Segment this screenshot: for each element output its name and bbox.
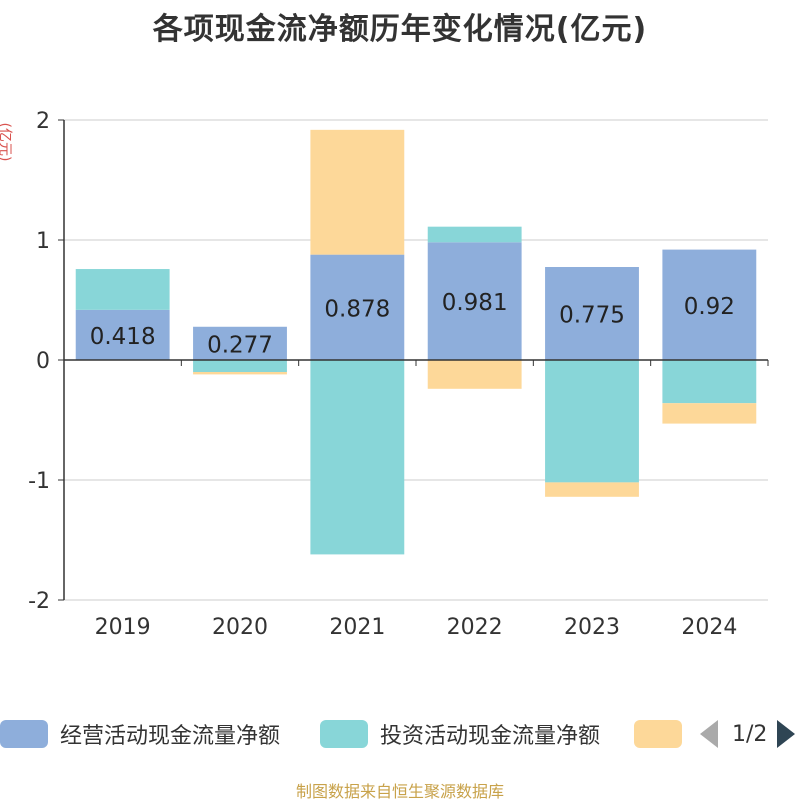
- chevron-left-icon[interactable]: [700, 720, 718, 748]
- bar-operating-2021: [310, 254, 405, 360]
- x-tick-label: 2024: [681, 615, 737, 640]
- legend-swatch-financing: [634, 720, 682, 748]
- bar-financing-2021: [310, 129, 405, 255]
- bar-investing-2019: [75, 269, 170, 310]
- y-tick-label: 0: [36, 349, 50, 374]
- chevron-right-icon[interactable]: [777, 720, 796, 748]
- data-label-2024: 0.92: [684, 294, 735, 320]
- y-tick-label: -2: [28, 589, 50, 614]
- source-note: 制图数据来自恒生聚源数据库: [295, 782, 504, 801]
- bar-operating-2023: [545, 267, 639, 360]
- chart-title: 各项现金流净额历年变化情况(亿元): [152, 12, 648, 47]
- legend-item-financing[interactable]: [634, 716, 682, 752]
- legend-page-indicator: 1/2: [732, 721, 768, 747]
- legend-item-operating[interactable]: 经营活动现金流量净额: [0, 716, 280, 752]
- y-tick-label: 1: [36, 229, 50, 254]
- bar-investing-2024: [662, 360, 757, 404]
- x-tick-label: 2021: [329, 615, 385, 640]
- legend-item-investing[interactable]: 投资活动现金流量净额: [320, 716, 600, 752]
- x-tick-label: 2019: [95, 615, 151, 640]
- x-tick-label: 2022: [447, 615, 503, 640]
- bar-operating-2024: [662, 249, 757, 360]
- bar-financing-2020: [193, 372, 287, 375]
- bar-financing-2022: [427, 360, 522, 389]
- bar-investing-2022: [427, 226, 522, 243]
- y-tick-label: 2: [36, 109, 50, 134]
- bar-financing-2023: [545, 482, 639, 497]
- y-tick-label: -1: [28, 469, 50, 494]
- bar-operating-2019: [75, 309, 170, 360]
- bar-chart: -2 -1 0 1 2 0.418 2019 0.277 2020 0.878 2021 0.981 2…: [28, 109, 769, 640]
- legend-pager: 1/2: [700, 716, 796, 752]
- data-label-2022: 0.981: [442, 290, 508, 316]
- x-tick-label: 2020: [212, 615, 268, 640]
- bar-investing-2021: [310, 360, 405, 555]
- bar-investing-2020: [193, 360, 287, 372]
- data-label-2023: 0.775: [559, 303, 625, 329]
- x-tick-label: 2023: [564, 615, 620, 640]
- bar-operating-2020: [193, 326, 287, 360]
- data-label-2020: 0.277: [207, 332, 273, 358]
- legend-swatch-operating: [0, 720, 48, 748]
- bar-operating-2022: [427, 242, 522, 360]
- legend-label-operating: 经营活动现金流量净额: [60, 724, 281, 749]
- bar-financing-2024: [662, 403, 757, 424]
- data-label-2019: 0.418: [90, 324, 156, 350]
- bar-investing-2023: [545, 360, 639, 483]
- legend-label-investing: 投资活动现金流量净额: [380, 724, 601, 749]
- legend-swatch-investing: [320, 720, 368, 748]
- data-label-2021: 0.878: [324, 296, 390, 322]
- legend: 经营活动现金流量净额 投资活动现金流量净额 1/2: [0, 716, 800, 752]
